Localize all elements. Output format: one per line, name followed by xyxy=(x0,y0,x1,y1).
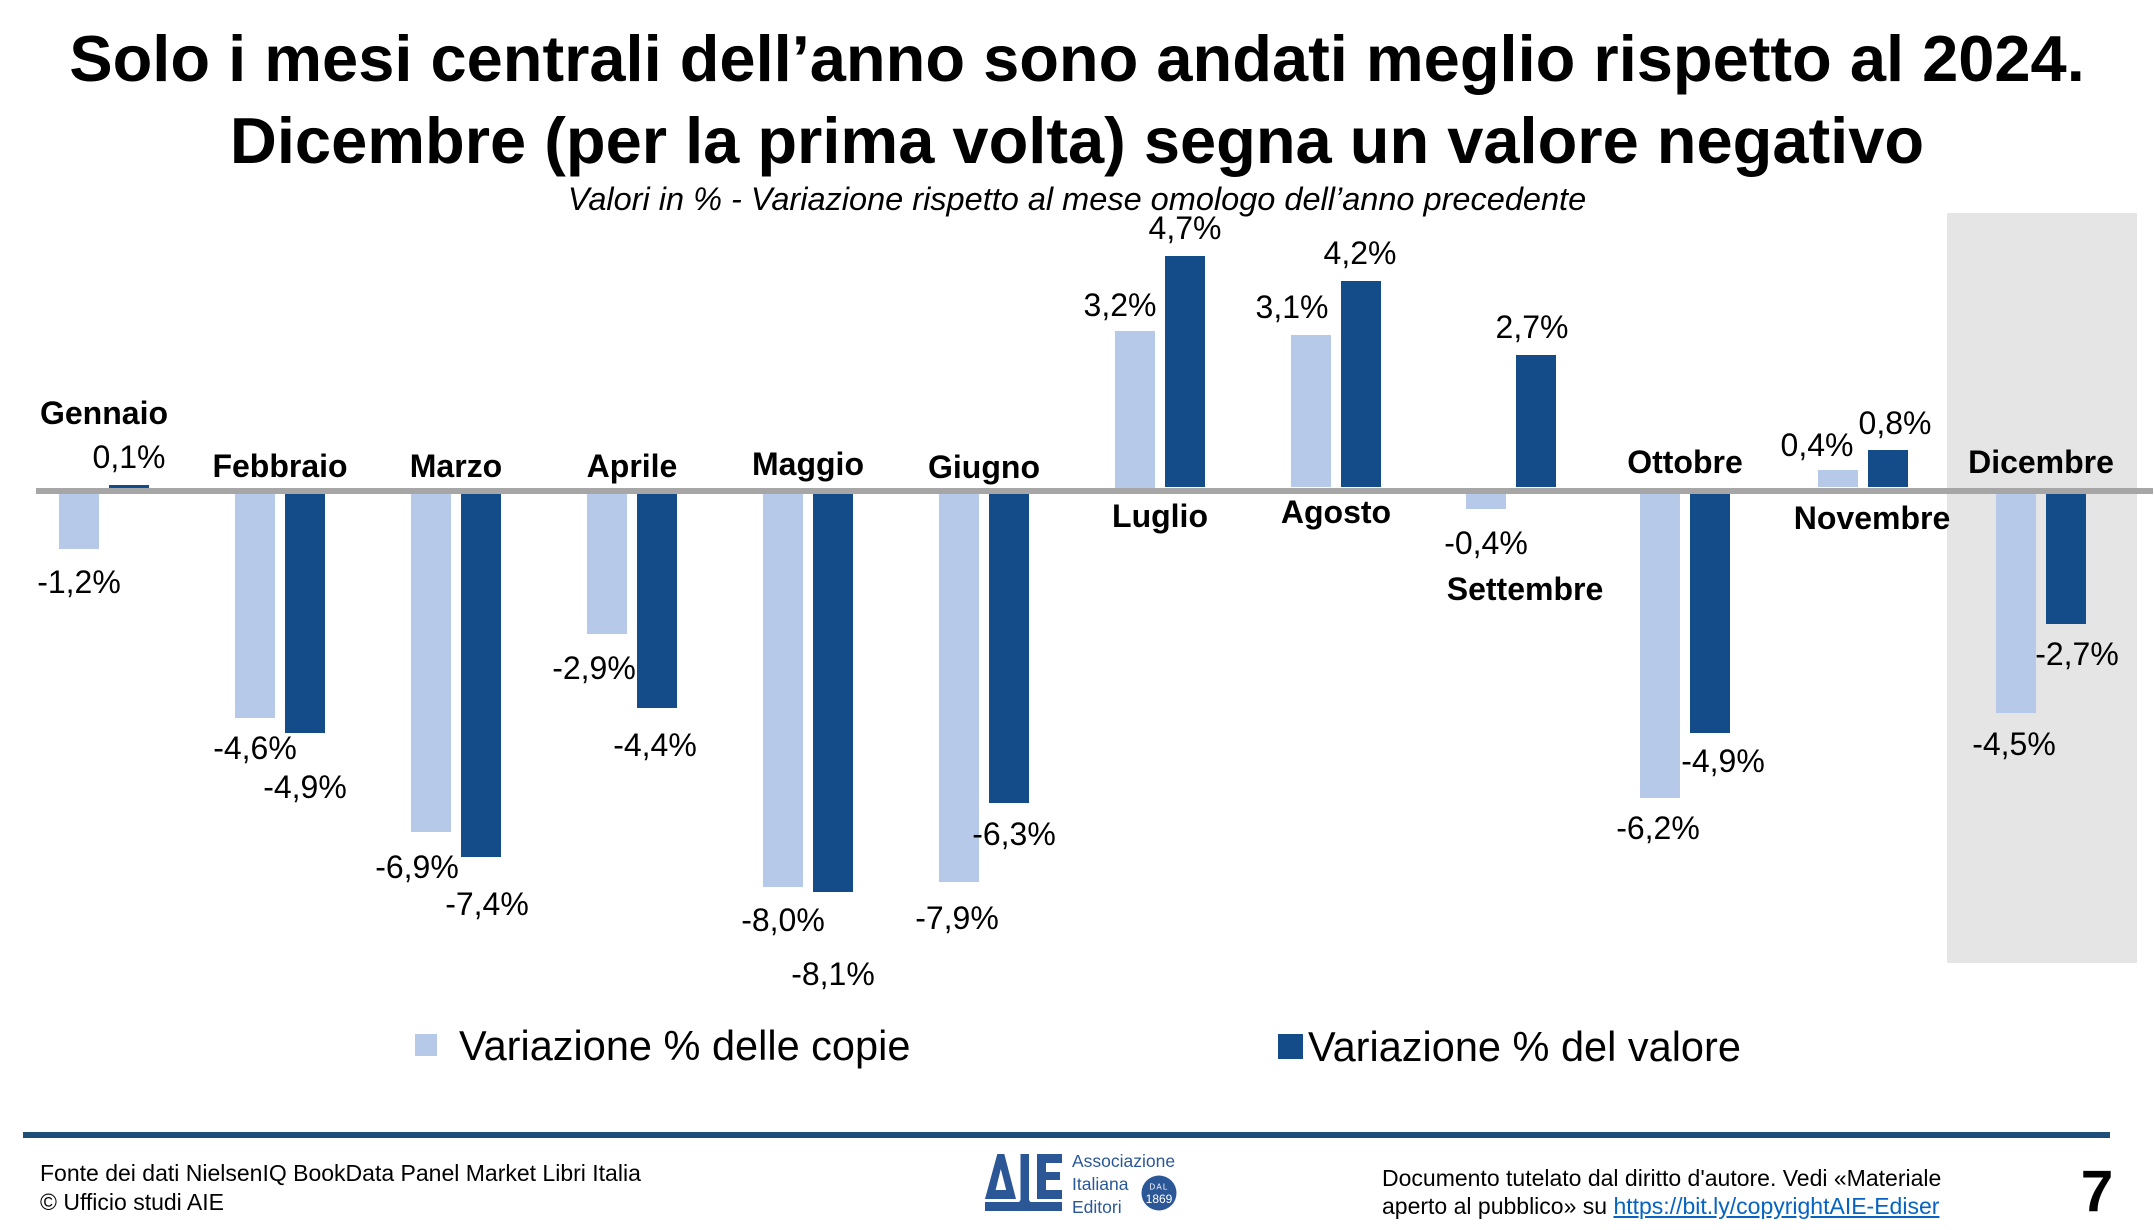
svg-text:Italiana: Italiana xyxy=(1072,1174,1129,1194)
svg-text:1869: 1869 xyxy=(1146,1192,1173,1206)
svg-text:DAL: DAL xyxy=(1149,1183,1168,1192)
svg-text:Editori: Editori xyxy=(1072,1197,1122,1217)
svg-text:Associazione: Associazione xyxy=(1072,1151,1175,1171)
